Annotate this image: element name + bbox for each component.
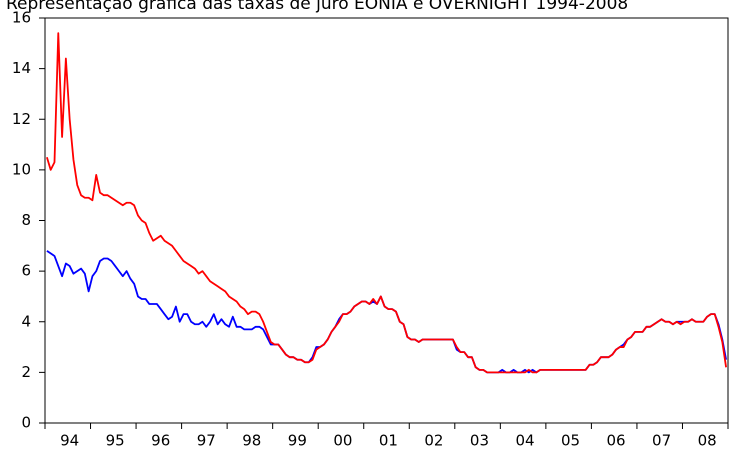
x-tick-label: 01: [379, 432, 398, 450]
series-line: [46, 32, 727, 374]
y-tick-label: 2: [21, 363, 31, 381]
x-tick-label: 94: [60, 432, 79, 450]
y-tick-label: 16: [12, 9, 31, 27]
x-tick-label: 08: [698, 432, 717, 450]
x-tick-label: 02: [424, 432, 443, 450]
x-tick-label: 98: [242, 432, 261, 450]
x-tick-label: 03: [470, 432, 489, 450]
x-tick-label: 99: [288, 432, 307, 450]
x-tick-label: 07: [652, 432, 671, 450]
x-tick-label: 97: [197, 432, 216, 450]
y-tick-label: 14: [12, 59, 31, 77]
y-tick-label: 0: [21, 414, 31, 432]
y-tick-label: 4: [21, 312, 31, 330]
x-tick-label: 95: [106, 432, 125, 450]
chart-title: Representação gráfica das taxas de juro …: [6, 0, 628, 14]
x-tick-label: 06: [607, 432, 626, 450]
y-tick-label: 8: [21, 211, 31, 229]
y-tick-label: 12: [12, 110, 31, 128]
x-tick-label: 04: [515, 432, 534, 450]
y-tick-label: 6: [21, 262, 31, 280]
y-tick-label: 10: [12, 160, 31, 178]
x-tick-label: 00: [333, 432, 352, 450]
x-tick-label: 05: [561, 432, 580, 450]
x-tick-label: 96: [151, 432, 170, 450]
